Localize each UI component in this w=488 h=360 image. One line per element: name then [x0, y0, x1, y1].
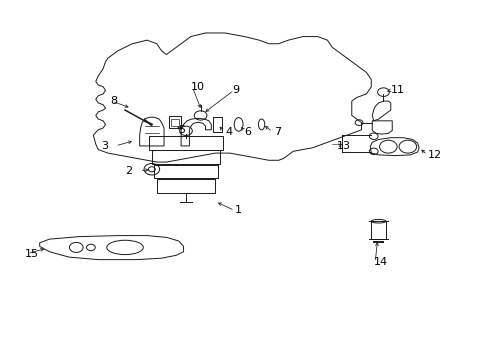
- Bar: [149, 136, 222, 149]
- Text: 15: 15: [25, 248, 39, 258]
- Text: 6: 6: [244, 127, 251, 136]
- Bar: [171, 119, 178, 126]
- Bar: [370, 221, 385, 239]
- Bar: [168, 116, 181, 128]
- Text: 1: 1: [234, 206, 241, 216]
- Bar: [152, 150, 220, 164]
- Text: 7: 7: [273, 127, 280, 136]
- Text: 9: 9: [232, 85, 239, 95]
- Text: 3: 3: [101, 141, 108, 151]
- Bar: [154, 165, 217, 178]
- Text: 14: 14: [373, 257, 387, 267]
- Text: 8: 8: [110, 96, 117, 106]
- Text: 10: 10: [190, 82, 204, 92]
- Text: 4: 4: [224, 127, 232, 136]
- Text: 12: 12: [427, 150, 441, 160]
- Text: 5: 5: [178, 125, 185, 135]
- Bar: [157, 179, 215, 193]
- Text: 11: 11: [390, 85, 404, 95]
- Text: 2: 2: [125, 166, 132, 176]
- Bar: [212, 117, 221, 132]
- Text: 13: 13: [336, 141, 350, 151]
